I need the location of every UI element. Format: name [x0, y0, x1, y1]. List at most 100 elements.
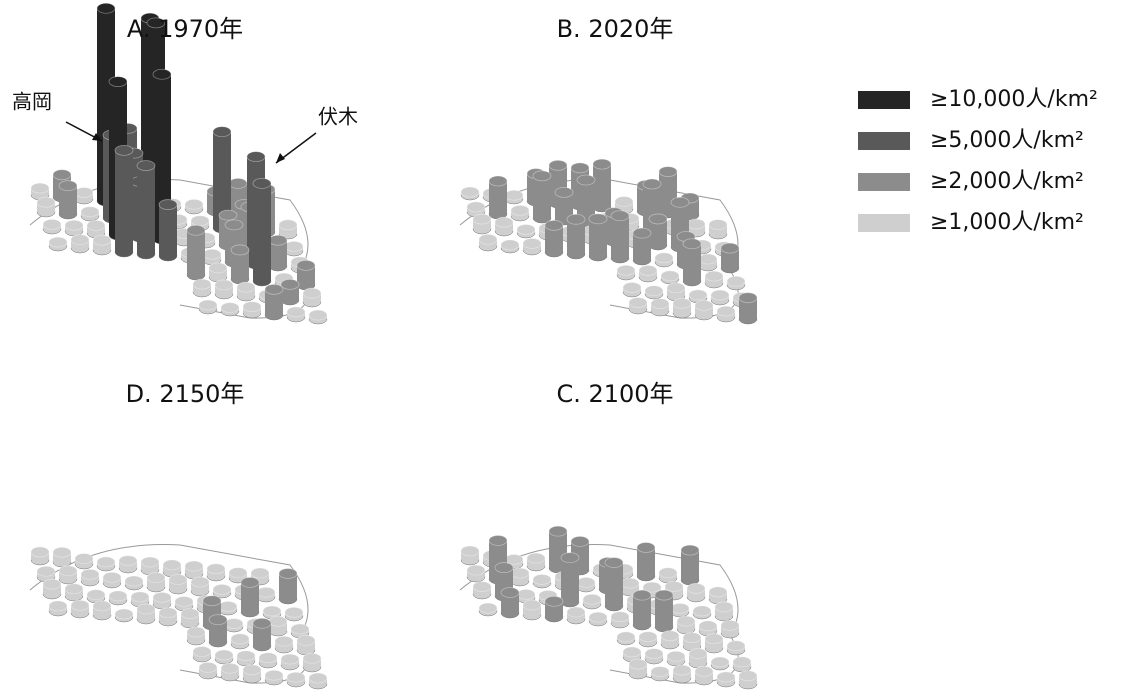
- prism-top: [114, 608, 134, 620]
- prism-side: [555, 192, 573, 220]
- prism-side: [297, 265, 315, 285]
- prism-map: [29, 2, 328, 325]
- prism-top: [52, 546, 72, 558]
- prism-top: [532, 574, 552, 585]
- prism-top: [284, 240, 304, 252]
- prism-top: [682, 238, 702, 250]
- prism-top: [522, 237, 542, 249]
- prism-top: [228, 177, 248, 189]
- prism-top: [588, 213, 608, 225]
- prism-map: [459, 525, 758, 690]
- prism-top: [220, 662, 240, 674]
- prism-side: [577, 180, 595, 222]
- prism-top: [714, 601, 734, 613]
- prism-side: [187, 230, 205, 275]
- prism-top: [146, 572, 166, 583]
- prism-side: [269, 240, 287, 266]
- prism-top: [704, 270, 724, 282]
- prism-side: [253, 183, 271, 281]
- prism-top: [192, 278, 212, 290]
- prism-side: [589, 218, 607, 256]
- prism-top: [264, 283, 284, 295]
- prism-top: [460, 186, 480, 198]
- arrow-head: [92, 133, 102, 141]
- prism-top: [130, 591, 150, 603]
- prism-top: [628, 658, 648, 670]
- prism-top: [516, 224, 536, 235]
- prism-top: [576, 576, 596, 588]
- prism-top: [64, 583, 84, 595]
- prism-top: [466, 201, 486, 213]
- prism-top: [102, 571, 122, 583]
- prism-top: [648, 213, 668, 225]
- prism-top: [576, 174, 596, 186]
- prism-top: [570, 535, 590, 547]
- prism-top: [472, 581, 492, 592]
- prism-top: [698, 253, 718, 265]
- prism-top: [246, 151, 266, 163]
- prism-top: [688, 648, 708, 659]
- prism-top: [610, 210, 630, 222]
- prism-top: [242, 301, 262, 312]
- prism-top: [726, 275, 746, 287]
- prism-top: [516, 588, 536, 600]
- prism-top: [262, 605, 282, 617]
- prism-top: [42, 578, 62, 590]
- prism-top: [208, 262, 228, 274]
- prism-top: [70, 599, 90, 611]
- prism-side: [611, 215, 629, 258]
- prism-top: [682, 632, 702, 644]
- prism-top: [268, 615, 288, 627]
- prism-top: [658, 166, 678, 177]
- prism-side: [213, 131, 231, 228]
- prism-top: [108, 76, 128, 87]
- prism-top: [146, 17, 166, 29]
- prism-top: [478, 602, 498, 614]
- prism-top: [80, 568, 100, 580]
- prism-top: [224, 618, 244, 629]
- prism-side: [561, 557, 579, 602]
- prism-top: [184, 198, 204, 210]
- prism-top: [192, 646, 212, 657]
- prism-top: [720, 242, 740, 254]
- prism-top: [732, 656, 752, 668]
- prism-top: [218, 600, 238, 612]
- prism-top: [214, 279, 234, 291]
- prism-top: [686, 583, 706, 594]
- prism-top: [638, 631, 658, 643]
- prism-top: [162, 559, 182, 571]
- prism-top: [36, 196, 56, 208]
- prism-top: [42, 218, 62, 230]
- prism-top: [548, 525, 568, 537]
- prism-top: [202, 595, 222, 607]
- legend-swatch: [858, 214, 910, 232]
- prism-top: [672, 664, 692, 676]
- prism-top: [566, 213, 586, 225]
- prism-top: [274, 635, 294, 647]
- prism-top: [96, 2, 116, 14]
- legend-swatch: [858, 91, 910, 109]
- prism-top: [180, 608, 200, 620]
- prism-top: [544, 595, 564, 607]
- prism-top: [692, 605, 712, 617]
- prism-top: [660, 630, 680, 642]
- prism-top: [158, 607, 178, 619]
- prism-top: [286, 306, 306, 318]
- prism-top: [688, 289, 708, 301]
- prism-side: [241, 582, 259, 612]
- prism-top: [136, 603, 156, 615]
- prism-top: [620, 577, 640, 589]
- prism-top: [168, 574, 188, 585]
- prism-top: [284, 606, 304, 618]
- prism-top: [460, 545, 480, 557]
- legend: ≥10,000人/km² ≥5,000人/km² ≥2,000人/km² ≥1,000…: [858, 87, 1098, 235]
- prism-top: [650, 666, 670, 677]
- prism-top: [74, 187, 94, 198]
- prism-top: [616, 631, 636, 643]
- prism-top: [710, 656, 730, 668]
- prism-top: [52, 169, 72, 181]
- prism-side: [533, 175, 551, 218]
- prism-top: [654, 589, 674, 601]
- prism-top: [186, 626, 206, 638]
- prism-top: [548, 159, 568, 171]
